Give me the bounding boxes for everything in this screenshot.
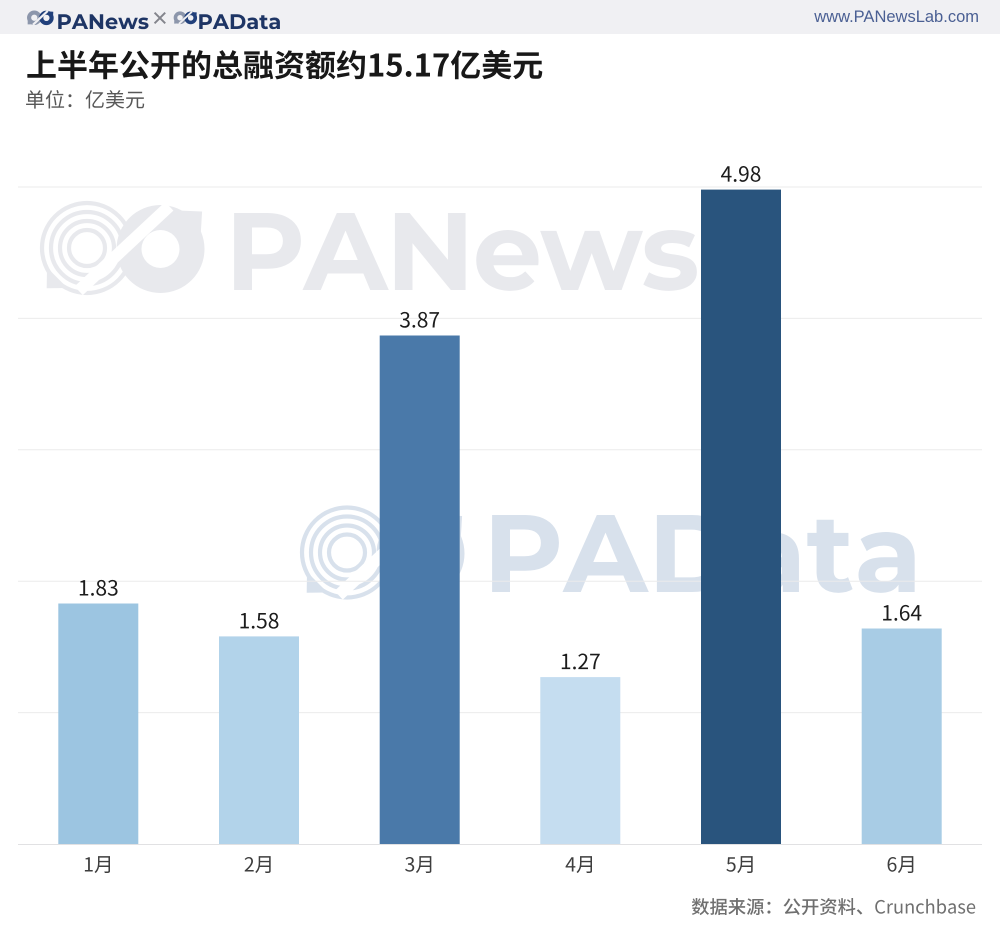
padata-logo-icon <box>173 10 198 25</box>
value-label-6月 <box>883 604 922 621</box>
bar-6月 <box>861 628 942 844</box>
chart-title <box>27 49 543 80</box>
source-note <box>691 898 976 916</box>
x-label-3月 <box>405 856 432 874</box>
panews-logo-icon <box>27 10 54 26</box>
value-label-1月 <box>79 579 118 596</box>
value-label-3月 <box>399 311 440 328</box>
x-label-4月 <box>565 856 592 874</box>
gridlines <box>18 186 982 714</box>
panews-watermark-text <box>234 213 697 291</box>
bars <box>58 189 942 845</box>
bar-4月 <box>540 677 621 844</box>
x-label-5月 <box>726 856 753 874</box>
brand-wordmark-panews <box>58 14 149 30</box>
brand-wordmark-padata <box>199 14 280 30</box>
unit-label <box>26 90 145 109</box>
watermark-panews <box>39 200 697 296</box>
value-label-2月 <box>240 612 279 629</box>
value-label-5月 <box>721 165 761 182</box>
value-label-4月 <box>561 653 600 670</box>
site-url: www.PANewsLab.com <box>814 8 979 26</box>
bar-3月 <box>379 335 460 844</box>
bar-1月 <box>58 603 139 844</box>
bar-5月 <box>701 189 781 845</box>
site-header <box>0 0 1000 34</box>
panews-watermark-icon <box>39 200 205 296</box>
bar-2月 <box>219 636 299 844</box>
x-label-2月 <box>244 856 271 874</box>
x-axis-labels <box>84 856 914 874</box>
x-label-1月 <box>84 856 110 874</box>
brand-separator: × <box>152 3 168 33</box>
x-label-6月 <box>887 856 914 874</box>
value-labels <box>79 165 922 670</box>
